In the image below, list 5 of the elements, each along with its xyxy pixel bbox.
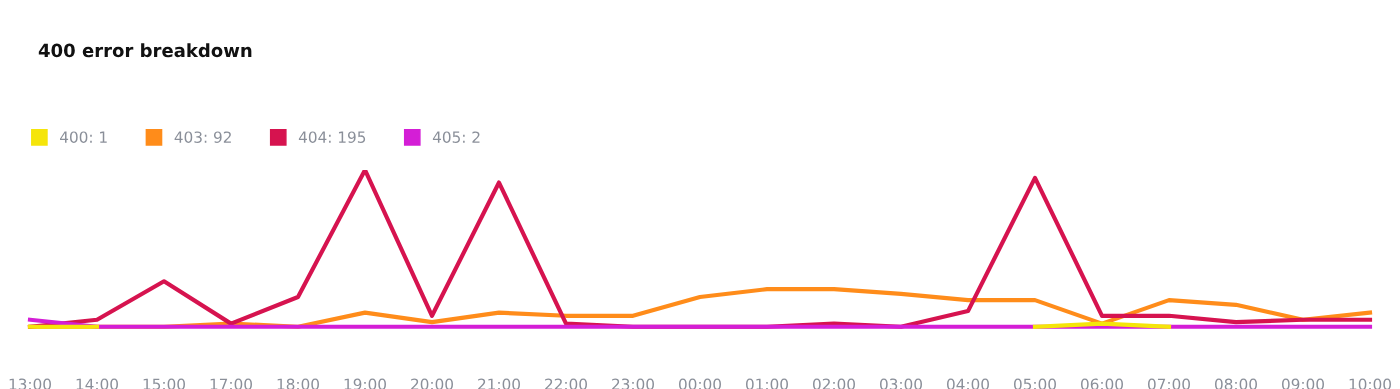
legend-label: 405: 2 [432, 131, 480, 143]
legend-label: 400: 1 [60, 131, 107, 143]
legend-label: 403: 92 [174, 131, 231, 143]
chart-title: 400 error breakdown [38, 43, 252, 58]
legend-label: 404: 195 [298, 131, 366, 143]
